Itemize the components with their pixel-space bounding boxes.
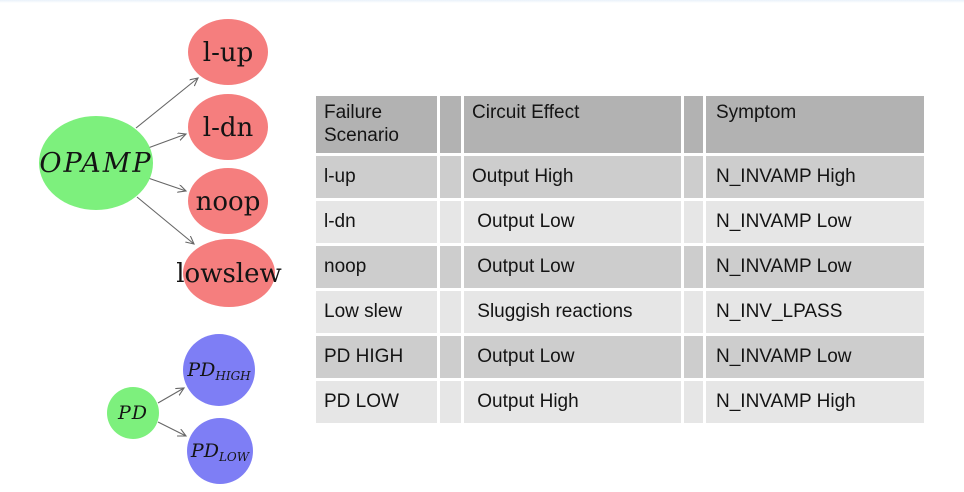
header-symptom: Symptom	[706, 96, 924, 153]
node-lowslew	[183, 239, 275, 307]
cell-symptom: N_INVAMP Low	[706, 246, 924, 288]
opamp-fault-diagram: OPAMP l-up l-dn noop lowslew	[39, 19, 282, 307]
pd-fault-diagram: PD PDHIGH PDLOW	[107, 334, 255, 484]
node-pd-low-label: PDLOW	[190, 440, 251, 464]
cell-effect: Output Low	[464, 201, 681, 243]
opamp-edges	[135, 78, 198, 244]
node-l-up-label: l-up	[203, 38, 254, 68]
cell-effect: Output Low	[464, 336, 681, 378]
cell-scenario: l-up	[316, 156, 437, 198]
failure-scenario-table: Failure Scenario Circuit Effect Symptom …	[316, 96, 924, 423]
node-opamp	[39, 116, 153, 210]
pd-edges	[157, 388, 186, 436]
table-spacer-cell	[684, 336, 703, 378]
cell-effect: Output High	[464, 156, 681, 198]
cell-scenario: Low slew	[316, 291, 437, 333]
cell-symptom: N_INVAMP High	[706, 381, 924, 423]
node-pd-label: PD	[117, 402, 148, 424]
table-spacer-cell	[684, 96, 703, 153]
cell-scenario: PD LOW	[316, 381, 437, 423]
table-spacer-cell	[440, 381, 461, 423]
top-edge-artifact	[0, 0, 964, 3]
header-circuit-effect: Circuit Effect	[464, 96, 681, 153]
edge-opamp-ldn	[147, 134, 186, 149]
node-pd-high-sub: HIGH	[214, 369, 251, 383]
table-spacer-cell	[684, 156, 703, 198]
table-spacer-cell	[440, 336, 461, 378]
node-noop-label: noop	[196, 187, 261, 217]
edge-opamp-lup	[135, 78, 198, 129]
table-spacer-cell	[440, 291, 461, 333]
node-l-dn	[188, 94, 268, 160]
node-pd-low	[187, 418, 253, 484]
node-pd-low-sub: LOW	[218, 450, 251, 464]
edge-opamp-noop	[147, 177, 186, 191]
cell-scenario: noop	[316, 246, 437, 288]
edge-pd-high	[157, 388, 184, 404]
node-noop	[188, 168, 268, 234]
table-spacer-cell	[440, 96, 461, 153]
node-pd	[107, 387, 159, 439]
cell-effect: Sluggish reactions	[464, 291, 681, 333]
cell-effect: Output Low	[464, 246, 681, 288]
cell-symptom: N_INVAMP Low	[706, 336, 924, 378]
cell-effect: Output High	[464, 381, 681, 423]
node-l-up	[188, 19, 268, 85]
cell-scenario: l-dn	[316, 201, 437, 243]
table-spacer-cell	[440, 201, 461, 243]
header-failure-scenario: Failure Scenario	[316, 96, 437, 153]
cell-symptom: N_INV_LPASS	[706, 291, 924, 333]
edge-opamp-lowslew	[136, 196, 194, 244]
node-pd-low-main: PD	[190, 440, 219, 462]
edge-pd-low	[157, 421, 186, 436]
table-spacer-cell	[684, 381, 703, 423]
table-spacer-cell	[440, 246, 461, 288]
table-spacer-cell	[440, 156, 461, 198]
node-opamp-label: OPAMP	[39, 148, 152, 179]
node-l-dn-label: l-dn	[203, 113, 254, 143]
cell-symptom: N_INVAMP Low	[706, 201, 924, 243]
cell-symptom: N_INVAMP High	[706, 156, 924, 198]
node-pd-high-label: PDHIGH	[186, 359, 251, 383]
table-spacer-cell	[684, 201, 703, 243]
table-spacer-cell	[684, 291, 703, 333]
node-lowslew-label: lowslew	[176, 259, 282, 289]
cell-scenario: PD HIGH	[316, 336, 437, 378]
node-pd-high	[183, 334, 255, 406]
node-pd-high-main: PD	[186, 359, 215, 381]
table-spacer-cell	[684, 246, 703, 288]
